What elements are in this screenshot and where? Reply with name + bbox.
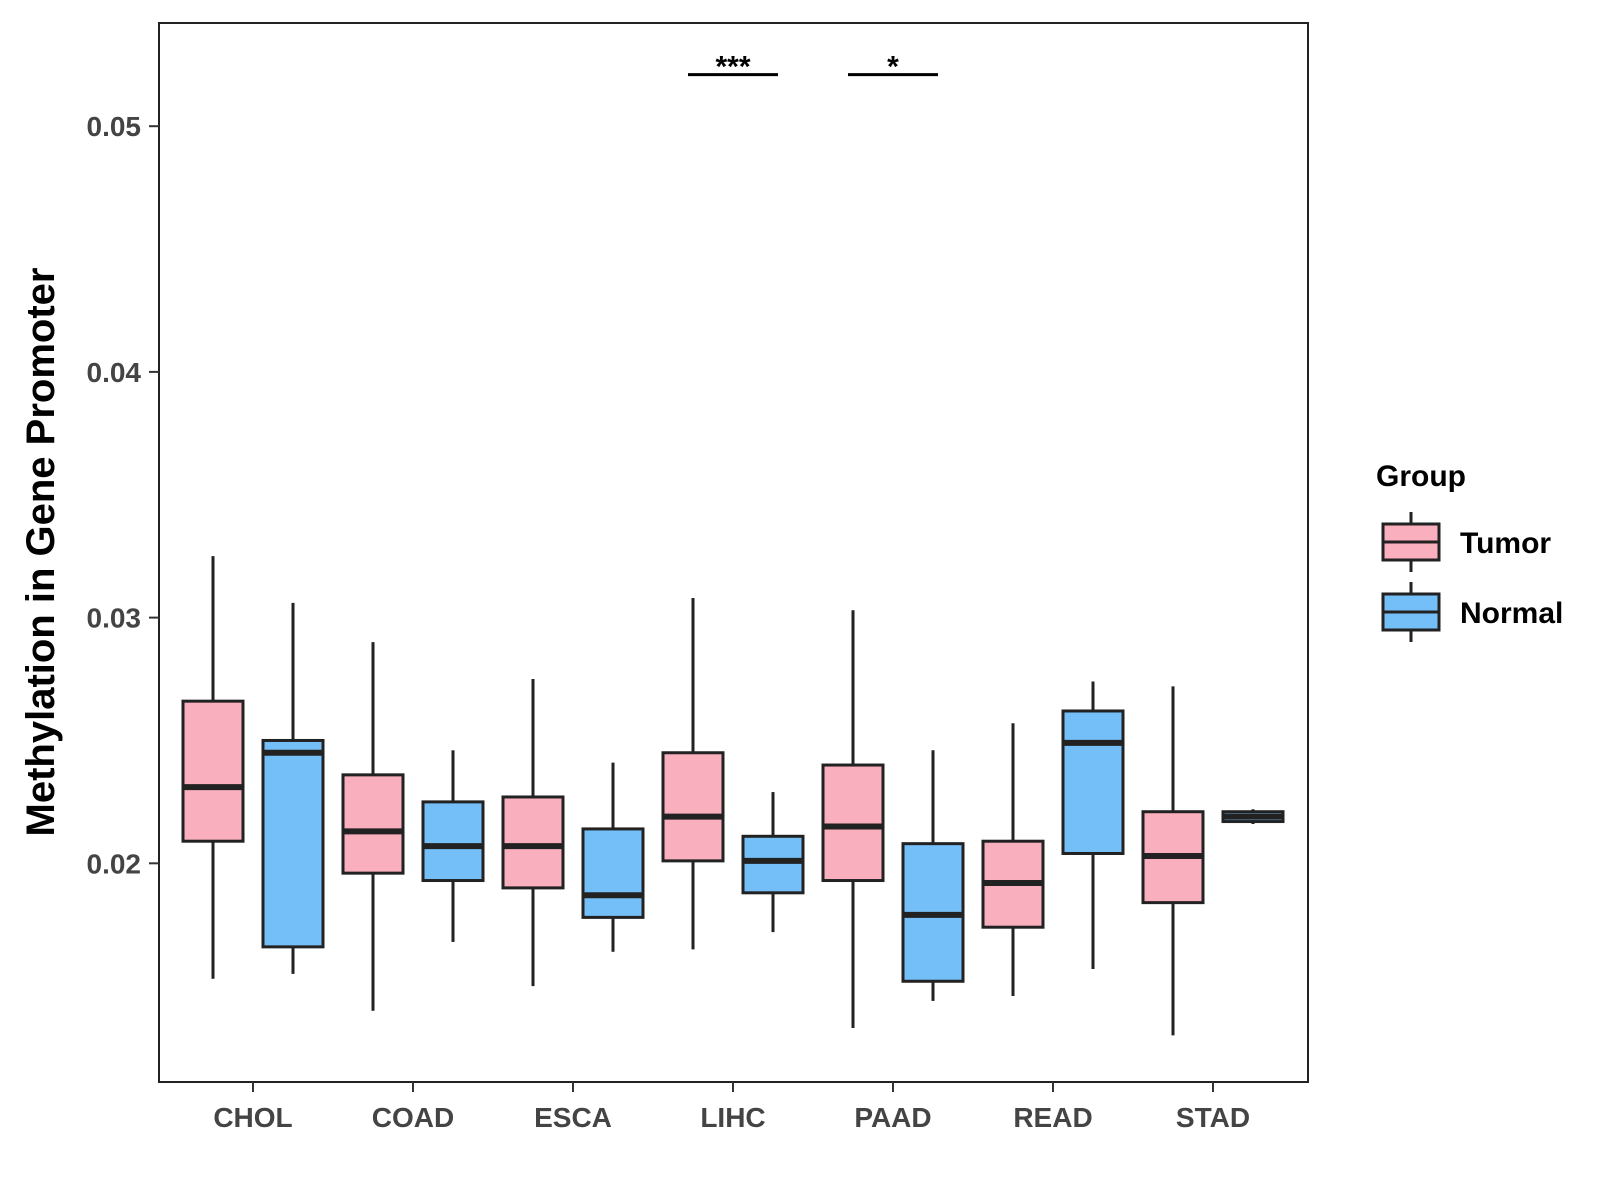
significance-label: * bbox=[887, 51, 899, 84]
box-tumor-chol bbox=[181, 556, 245, 979]
box-iqr bbox=[341, 773, 405, 875]
box-normal-chol bbox=[261, 602, 325, 974]
x-tick-label: READ bbox=[1013, 1102, 1092, 1133]
box-iqr bbox=[1061, 709, 1125, 855]
box-iqr bbox=[821, 763, 885, 883]
legend-label: Normal bbox=[1460, 597, 1563, 630]
x-tick-label: ESCA bbox=[534, 1102, 612, 1133]
x-axis: CHOL COAD ESCA LIHC PAAD READ STAD bbox=[213, 1082, 1250, 1133]
box-normal-stad bbox=[1221, 809, 1285, 825]
x-tick-label: COAD bbox=[372, 1102, 454, 1133]
y-tick-label: 0.04 bbox=[87, 357, 142, 388]
y-tick-label: 0.02 bbox=[87, 848, 142, 879]
box-iqr bbox=[421, 800, 485, 883]
legend: Group Tumor Normal bbox=[1376, 460, 1563, 642]
legend-item-normal: Normal bbox=[1381, 582, 1563, 642]
box-tumor-stad bbox=[1141, 686, 1205, 1036]
box-iqr bbox=[581, 827, 645, 919]
box-tumor-coad bbox=[341, 642, 405, 1011]
significance-label: *** bbox=[715, 51, 750, 84]
box-tumor-paad bbox=[821, 610, 885, 1028]
box-tumor-lihc bbox=[661, 597, 725, 950]
box-iqr bbox=[741, 834, 805, 895]
box-iqr bbox=[181, 699, 245, 843]
x-tick-label: PAAD bbox=[854, 1102, 931, 1133]
box-normal-read bbox=[1061, 681, 1125, 969]
plot-panel bbox=[158, 22, 1309, 1083]
box-normal-esca bbox=[581, 762, 645, 952]
box-iqr bbox=[661, 751, 725, 863]
box-series bbox=[181, 556, 1285, 1036]
box-tumor-read bbox=[981, 723, 1045, 997]
box-normal-lihc bbox=[741, 792, 805, 933]
box-normal-paad bbox=[901, 750, 965, 1001]
box-iqr bbox=[261, 738, 325, 949]
y-axis: 0.02 0.03 0.04 0.05 bbox=[87, 111, 159, 879]
x-tick-label: CHOL bbox=[213, 1102, 292, 1133]
box-iqr bbox=[501, 795, 565, 890]
box-tumor-esca bbox=[501, 679, 565, 987]
legend-label: Tumor bbox=[1460, 527, 1551, 560]
x-tick-label: LIHC bbox=[700, 1102, 765, 1133]
x-tick-label: STAD bbox=[1176, 1102, 1250, 1133]
y-tick-label: 0.03 bbox=[87, 603, 142, 634]
legend-title: Group bbox=[1376, 460, 1466, 493]
significance-annotations: *** * bbox=[688, 51, 938, 84]
box-normal-coad bbox=[421, 750, 485, 942]
y-axis-title: Methylation in Gene Promoter bbox=[19, 268, 63, 837]
y-tick-label: 0.05 bbox=[87, 111, 142, 142]
legend-item-tumor: Tumor bbox=[1381, 512, 1551, 572]
